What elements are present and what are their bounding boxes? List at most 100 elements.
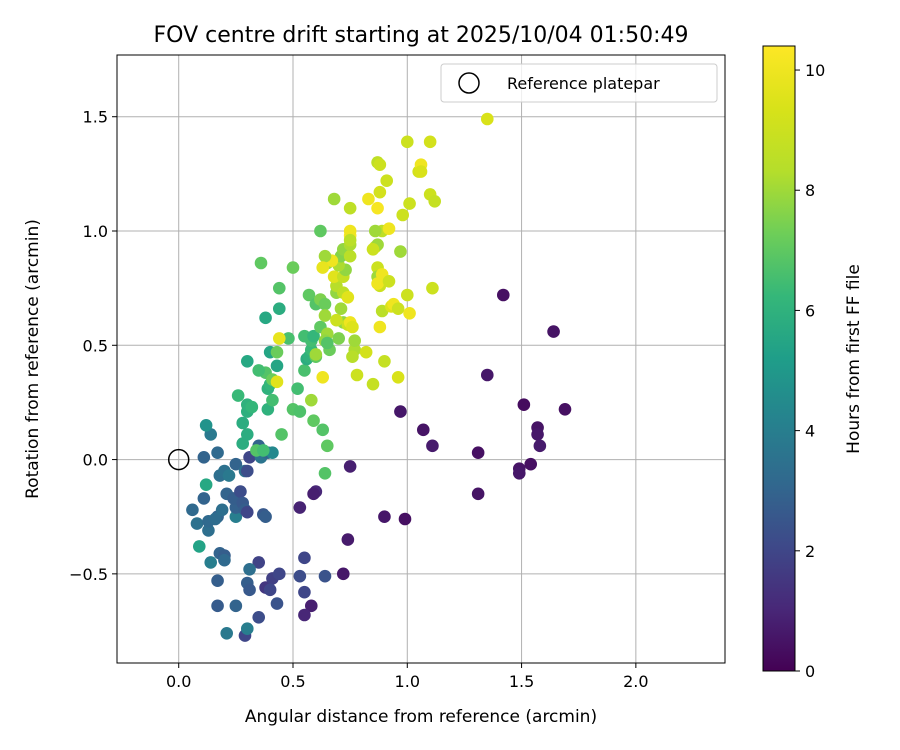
reference-platepar-marker bbox=[167, 448, 190, 471]
data-point bbox=[272, 567, 286, 581]
data-point bbox=[348, 334, 362, 348]
x-tick-label: 2.0 bbox=[623, 672, 648, 691]
data-point bbox=[293, 405, 307, 418]
data-point bbox=[307, 329, 320, 343]
data-point bbox=[414, 165, 428, 178]
data-point bbox=[343, 233, 357, 247]
data-point bbox=[245, 400, 259, 414]
data-point bbox=[291, 382, 304, 396]
data-point bbox=[309, 348, 323, 361]
data-point bbox=[327, 192, 341, 206]
data-point bbox=[327, 270, 341, 284]
data-point bbox=[517, 398, 531, 412]
scatter-points bbox=[186, 112, 572, 642]
data-point bbox=[471, 446, 485, 460]
plot-frame bbox=[116, 54, 726, 664]
x-tick-label: 1.5 bbox=[509, 672, 534, 691]
data-point bbox=[558, 402, 572, 416]
data-point bbox=[346, 320, 359, 334]
data-point bbox=[215, 503, 229, 517]
data-point bbox=[341, 290, 355, 304]
y-tick-label: 1.5 bbox=[83, 108, 108, 127]
x-tick-label: 1.0 bbox=[395, 672, 420, 691]
data-point bbox=[270, 359, 284, 373]
data-point bbox=[314, 224, 327, 238]
data-point bbox=[275, 428, 288, 441]
data-point bbox=[211, 574, 224, 588]
y-tick-label: 0.0 bbox=[83, 451, 108, 470]
data-point bbox=[343, 249, 357, 263]
data-point bbox=[204, 556, 218, 569]
data-point bbox=[211, 599, 224, 613]
data-point bbox=[298, 551, 311, 565]
data-point bbox=[243, 583, 256, 597]
data-point bbox=[307, 414, 320, 428]
x-tick-label: 0.0 bbox=[166, 672, 191, 691]
x-axis-label: Angular distance from reference (arcmin) bbox=[245, 707, 597, 727]
data-point bbox=[208, 512, 222, 526]
data-point bbox=[199, 418, 213, 432]
data-point bbox=[343, 201, 357, 215]
data-point bbox=[272, 302, 286, 316]
data-point bbox=[240, 464, 254, 478]
data-point bbox=[316, 370, 330, 384]
data-point bbox=[240, 354, 254, 368]
data-point bbox=[270, 345, 284, 359]
data-point bbox=[320, 336, 334, 350]
data-point bbox=[252, 610, 266, 624]
colorbar-tick-label: 2 bbox=[805, 542, 815, 561]
data-point bbox=[298, 364, 311, 377]
data-point bbox=[471, 487, 485, 501]
data-point bbox=[272, 332, 286, 345]
legend-label: Reference platepar bbox=[507, 74, 660, 93]
colorbar-tick-label: 6 bbox=[805, 301, 815, 320]
data-point bbox=[391, 370, 405, 384]
data-point bbox=[343, 224, 357, 238]
data-point bbox=[371, 277, 384, 290]
data-point bbox=[211, 446, 224, 460]
legend: Reference platepar bbox=[440, 63, 718, 103]
legend-box bbox=[440, 63, 718, 103]
data-point bbox=[236, 416, 250, 430]
x-axis-ticks: 0.0 0.5 1.0 1.5 2.0 bbox=[166, 663, 649, 691]
data-point bbox=[531, 428, 544, 441]
data-point bbox=[382, 274, 396, 288]
y-tick-label: 1.0 bbox=[83, 222, 108, 241]
y-axis-ticks: −0.5 0.0 0.5 1.0 1.5 bbox=[69, 108, 117, 584]
data-point bbox=[350, 368, 364, 382]
data-point bbox=[256, 444, 270, 457]
data-point bbox=[400, 288, 414, 302]
data-point bbox=[316, 423, 330, 437]
y-axis-label: Rotation from reference (arcmin) bbox=[23, 219, 43, 499]
data-point bbox=[272, 281, 286, 295]
data-point bbox=[231, 389, 245, 402]
data-point bbox=[371, 201, 384, 215]
data-point bbox=[426, 439, 439, 453]
data-point bbox=[229, 457, 243, 471]
data-point bbox=[373, 158, 387, 172]
data-point bbox=[332, 332, 346, 345]
data-point bbox=[380, 174, 394, 188]
data-point bbox=[298, 585, 311, 599]
data-point bbox=[318, 297, 332, 311]
data-point bbox=[298, 329, 311, 343]
colorbar-tick-label: 0 bbox=[805, 662, 815, 681]
data-point bbox=[366, 242, 380, 256]
x-tick-label: 0.5 bbox=[280, 672, 305, 691]
data-point bbox=[428, 194, 442, 208]
data-point bbox=[394, 245, 407, 258]
data-point bbox=[266, 393, 279, 407]
data-point bbox=[218, 553, 231, 567]
data-point bbox=[240, 428, 254, 441]
data-point bbox=[240, 622, 254, 636]
data-point bbox=[382, 222, 396, 236]
data-point bbox=[302, 288, 316, 302]
data-point bbox=[368, 224, 382, 238]
data-point bbox=[254, 256, 268, 270]
data-point bbox=[186, 503, 199, 517]
data-point bbox=[480, 112, 494, 126]
chart-title: FOV centre drift starting at 2025/10/04 … bbox=[154, 23, 689, 48]
data-point bbox=[334, 302, 348, 316]
colorbar-ticks: 0 2 4 6 8 10 bbox=[795, 61, 825, 681]
data-point bbox=[378, 354, 391, 368]
